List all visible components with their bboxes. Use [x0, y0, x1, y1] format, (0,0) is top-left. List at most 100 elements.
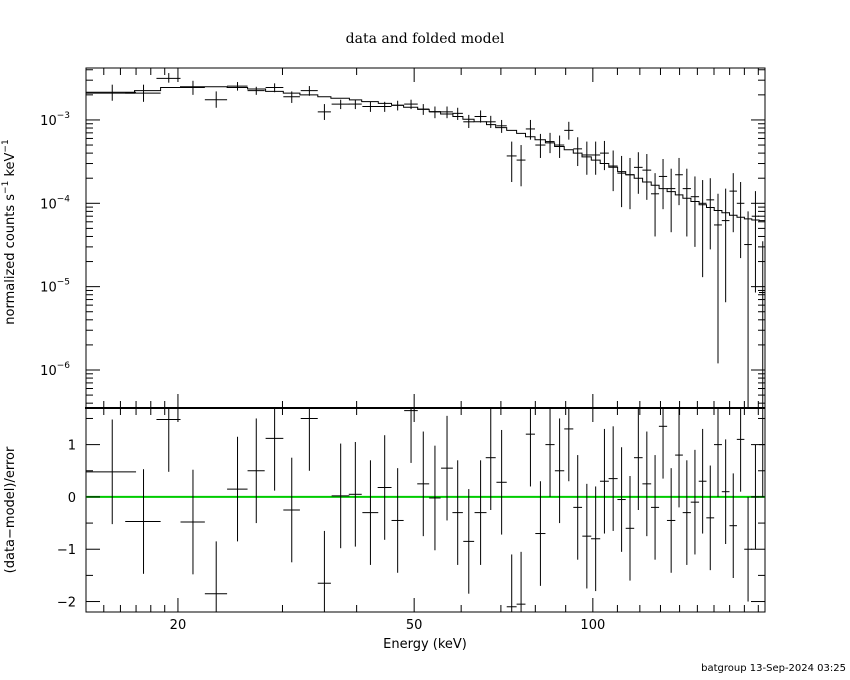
bottom-y-tick-label: −2 [57, 596, 76, 611]
residual-point [300, 408, 318, 471]
tick-exponent: −4 [57, 194, 71, 204]
tick-base: 10 [40, 281, 57, 296]
data-point [506, 141, 517, 183]
data-point [642, 154, 652, 200]
x-tick-label: 50 [406, 618, 423, 633]
bottom-panel: 20 50 100 1 0 −1 −2 (data−model)/error Energy … [3, 407, 766, 652]
residual-point [582, 483, 592, 589]
data-point [125, 84, 161, 102]
data-point [404, 99, 418, 110]
data-point [204, 91, 228, 108]
residual-point [744, 496, 752, 602]
residual-point [675, 408, 683, 508]
data-point [485, 115, 496, 129]
residual-point [633, 408, 643, 510]
residual-point [714, 408, 722, 497]
residual-point [180, 469, 205, 575]
data-point [698, 180, 707, 278]
ylabel-keV: keV [3, 152, 18, 180]
tick-exponent: −3 [57, 111, 70, 121]
footer-stamp: batgroup 13-Sep-2024 03:25 [701, 663, 846, 674]
residual-point [554, 418, 565, 524]
residual-point [545, 408, 555, 497]
data-point [156, 73, 181, 83]
data-point [751, 191, 760, 293]
residual-point [591, 486, 601, 592]
data-point [86, 84, 137, 101]
residual-point [516, 551, 526, 612]
residual-point [331, 443, 350, 549]
residual-point [535, 481, 546, 586]
data-point [463, 114, 475, 129]
residual-point [642, 431, 652, 537]
data-point [180, 80, 205, 95]
residual-point [485, 408, 496, 510]
tick-exponent: −5 [57, 278, 70, 288]
residual-point [525, 408, 535, 487]
residual-point [404, 408, 418, 463]
residual-point [564, 408, 574, 482]
bottom-y-tick-label: 1 [68, 439, 76, 454]
data-point [348, 99, 362, 110]
residual-point [729, 473, 737, 578]
data-point [317, 104, 331, 120]
data-point [758, 241, 765, 408]
top-y-axis-label: normalized counts s−1 keV−1 [1, 139, 18, 324]
data-point [429, 106, 441, 119]
tick-base: 10 [40, 364, 57, 379]
residual-point [698, 428, 707, 534]
data-point [573, 137, 583, 167]
residual-point [125, 469, 161, 574]
data-point [331, 99, 350, 110]
residual-point [227, 436, 248, 542]
residual-point [625, 476, 635, 581]
x-axis-label: Energy (keV) [383, 637, 467, 652]
data-point [417, 104, 430, 115]
data-point [496, 119, 507, 133]
data-point [608, 150, 618, 192]
data-point [582, 141, 592, 175]
residual-point [573, 455, 583, 560]
residual-point [721, 439, 730, 544]
bottom-y-tick-label: 0 [68, 491, 76, 506]
residual-point [452, 460, 463, 565]
residual-point [758, 408, 765, 497]
top-y-tick-label: 10−6 [40, 361, 70, 379]
residual-point [690, 449, 700, 555]
data-point [729, 173, 737, 233]
residual-point [317, 530, 331, 612]
data-point [362, 101, 379, 112]
data-point [617, 155, 626, 208]
residual-point [682, 460, 691, 565]
residual-point [706, 465, 715, 571]
residual-point [377, 435, 392, 540]
tick-base: 10 [40, 197, 57, 212]
residual-points [86, 408, 765, 612]
residual-point [506, 554, 517, 612]
data-point [283, 91, 300, 103]
residual-point [417, 431, 430, 537]
data-point [675, 157, 683, 206]
residual-point [429, 445, 441, 551]
residual-point [441, 415, 453, 521]
data-points [86, 73, 765, 408]
data-point [516, 145, 526, 187]
data-point [744, 211, 752, 408]
residual-point [247, 418, 265, 524]
top-panel: 10−310−410−510−6 normalized counts s−1 k… [1, 67, 766, 409]
data-point [625, 157, 635, 210]
residual-point [666, 468, 676, 573]
data-point [265, 83, 284, 93]
residual-point [658, 408, 668, 479]
bottom-y-tick-label: −1 [57, 543, 76, 558]
data-point [591, 141, 601, 175]
residual-point [156, 408, 181, 472]
residual-point [283, 457, 300, 563]
data-point [706, 178, 715, 250]
residual-point [362, 460, 379, 565]
x-tick-label: 100 [580, 618, 605, 633]
data-point [658, 158, 668, 210]
residual-point [496, 429, 507, 535]
residual-point [474, 460, 487, 565]
data-point [721, 188, 730, 303]
